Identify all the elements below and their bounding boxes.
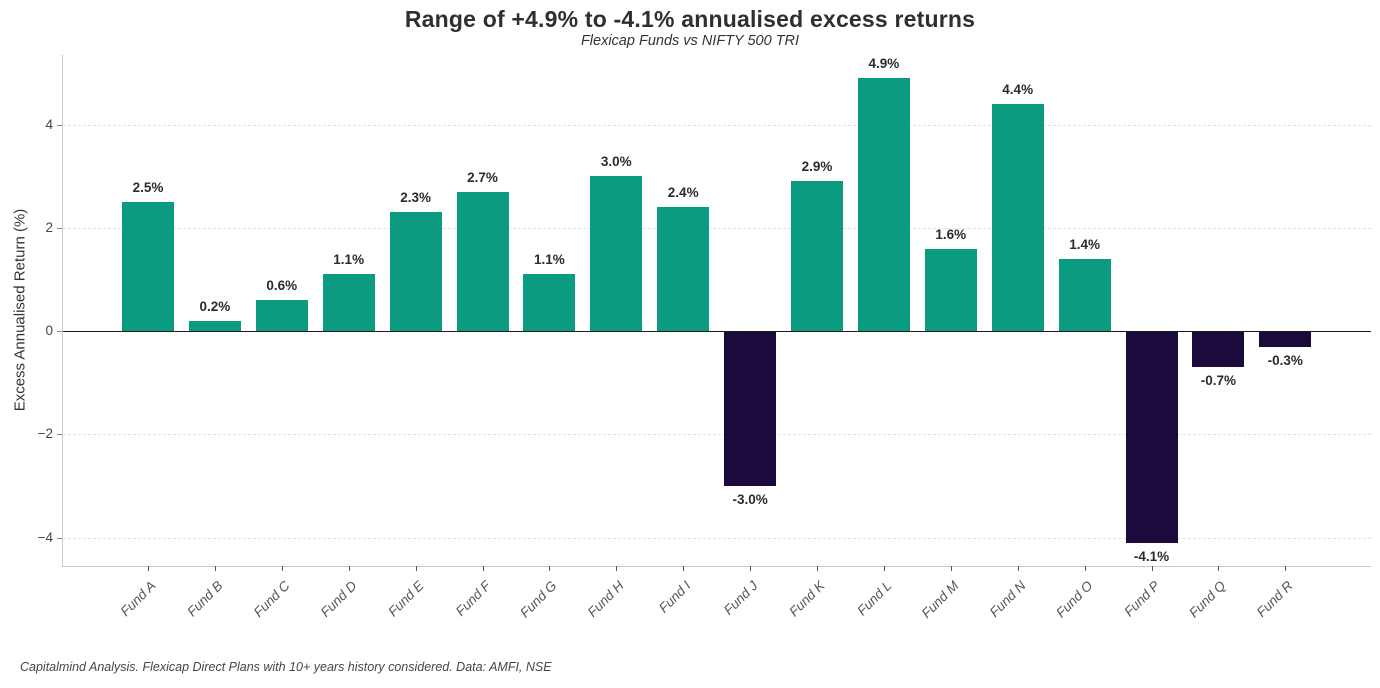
bar-value-label: 1.4%: [1069, 236, 1100, 252]
x-tick-label: Fund G: [517, 578, 560, 621]
bar-fund-i: [657, 207, 710, 332]
zero-baseline: [63, 331, 1371, 333]
bar-value-label: 4.4%: [1002, 82, 1034, 98]
bar-fund-h: [590, 176, 643, 332]
x-tick-mark: [1151, 566, 1153, 571]
x-tick-mark: [1084, 566, 1086, 571]
bar-fund-e: [389, 212, 442, 332]
bar-value-label: 0.2%: [199, 298, 231, 314]
bar-value-label: 2.4%: [667, 185, 699, 201]
x-tick-label: Fund B: [184, 578, 226, 620]
x-tick-mark: [683, 566, 685, 571]
y-tick-mark: [57, 537, 62, 539]
x-tick-label: Fund L: [854, 578, 895, 619]
bar-fund-o: [1058, 258, 1111, 332]
gridline: [63, 434, 1371, 436]
x-tick-mark: [616, 566, 618, 571]
x-tick-label: Fund I: [656, 578, 694, 616]
bar-value-label: 2.9%: [801, 159, 833, 175]
bar-fund-j: [724, 331, 777, 486]
x-tick-label: Fund N: [986, 578, 1029, 620]
x-tick-label: Fund H: [584, 578, 627, 620]
x-tick-label: Fund K: [786, 578, 828, 620]
x-tick-mark: [549, 566, 551, 571]
y-tick-label: 0: [45, 323, 53, 339]
x-tick-mark: [950, 566, 952, 571]
bar-value-label: -3.0%: [732, 491, 768, 507]
y-tick-label: 4: [45, 116, 53, 132]
x-tick-label: Fund D: [317, 578, 360, 620]
bar-value-label: 0.6%: [266, 278, 298, 294]
x-tick-mark: [883, 566, 885, 571]
gridline: [63, 227, 1371, 229]
x-tick-label: Fund O: [1052, 578, 1096, 621]
y-tick-mark: [57, 227, 62, 229]
bar-fund-p: [1125, 331, 1178, 543]
y-tick-label: 2: [45, 219, 53, 235]
y-tick-mark: [57, 434, 62, 436]
bar-value-label: 1.1%: [333, 252, 365, 268]
x-tick-mark: [1285, 566, 1287, 571]
bar-value-label: 2.3%: [400, 190, 431, 206]
x-tick-mark: [750, 566, 752, 571]
x-tick-label: Fund F: [452, 578, 494, 619]
bar-fund-c: [255, 300, 308, 332]
x-tick-label: Fund P: [1120, 578, 1163, 620]
y-tick-mark: [57, 124, 62, 126]
bar-fund-b: [188, 320, 241, 332]
bar-fund-n: [991, 104, 1044, 332]
gridline: [63, 124, 1371, 126]
bar-value-label: 1.6%: [935, 226, 967, 242]
y-tick-mark: [57, 331, 62, 333]
y-tick-label: −2: [37, 426, 53, 442]
bar-fund-d: [322, 274, 375, 332]
bar-value-label: 2.5%: [132, 180, 164, 196]
bar-value-label: -0.3%: [1267, 352, 1303, 368]
bar-value-label: 1.1%: [534, 252, 565, 268]
x-tick-mark: [281, 566, 283, 571]
x-tick-label: Fund Q: [1186, 578, 1229, 621]
bar-fund-a: [122, 202, 174, 332]
x-tick-mark: [817, 566, 818, 571]
bar-fund-f: [456, 191, 509, 332]
x-tick-mark: [1218, 566, 1220, 571]
source-note: Capitalmind Analysis. Flexicap Direct Pl…: [20, 660, 552, 674]
bar-fund-m: [924, 248, 977, 332]
x-tick-mark: [415, 566, 417, 571]
x-tick-mark: [214, 566, 216, 571]
bar-fund-k: [791, 181, 843, 332]
bar-value-label: 3.0%: [600, 154, 632, 170]
x-tick-mark: [348, 566, 350, 571]
x-tick-label: Fund M: [918, 578, 962, 621]
bar-value-label: -0.7%: [1200, 373, 1237, 389]
x-tick-mark: [148, 566, 149, 571]
x-tick-label: Fund C: [250, 578, 293, 620]
bar-value-label: -4.1%: [1133, 548, 1170, 564]
bar-fund-r: [1259, 331, 1312, 347]
plot-area: 4 2 0 −2 −4 2.5% Fund A 0.2% Fund B 0.6% Fund C 1.1…: [38, 55, 1371, 621]
bar-fund-g: [523, 274, 576, 332]
bar-value-label: 2.7%: [467, 169, 498, 185]
chart-title: Range of +4.9% to -4.1% annualised exces…: [404, 6, 976, 32]
chart-subtitle: Flexicap Funds vs NIFTY 500 TRI: [580, 33, 800, 49]
bar-value-label: 4.9%: [868, 56, 900, 72]
bar-fund-l: [857, 78, 910, 332]
x-tick-mark: [482, 566, 484, 571]
gridline: [63, 537, 1371, 539]
bar-fund-q: [1192, 331, 1245, 368]
y-tick-label: −4: [37, 529, 53, 545]
x-tick-label: Fund E: [384, 578, 427, 620]
x-tick-label: Fund A: [117, 578, 159, 620]
x-tick-label: Fund R: [1253, 578, 1296, 620]
x-tick-label: Fund J: [720, 578, 761, 618]
y-axis-title: Excess Annualised Return (%): [11, 208, 29, 412]
x-tick-mark: [1017, 566, 1019, 571]
